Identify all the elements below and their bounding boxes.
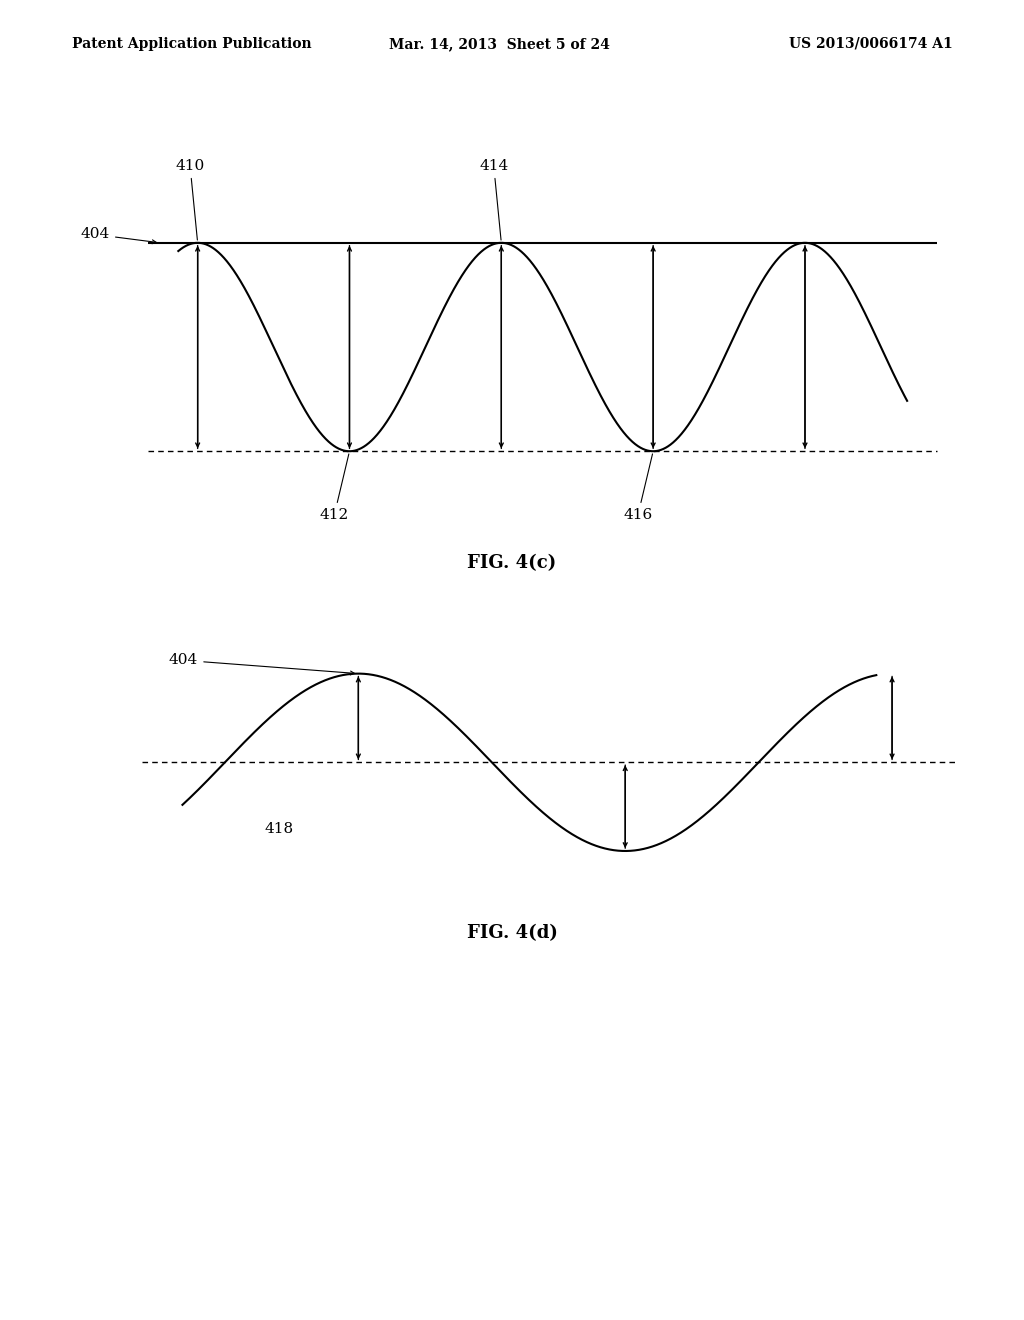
- Text: 416: 416: [624, 454, 652, 521]
- Text: Mar. 14, 2013  Sheet 5 of 24: Mar. 14, 2013 Sheet 5 of 24: [389, 37, 610, 51]
- Text: Patent Application Publication: Patent Application Publication: [72, 37, 311, 51]
- Text: US 2013/0066174 A1: US 2013/0066174 A1: [788, 37, 952, 51]
- Text: 404: 404: [81, 227, 156, 244]
- Text: 414: 414: [479, 158, 508, 240]
- Text: FIG. 4(d): FIG. 4(d): [467, 924, 557, 942]
- Text: 404: 404: [169, 653, 354, 675]
- Text: FIG. 4(c): FIG. 4(c): [467, 554, 557, 573]
- Text: 418: 418: [265, 822, 294, 836]
- Text: 410: 410: [175, 158, 205, 240]
- Text: 412: 412: [319, 454, 349, 521]
